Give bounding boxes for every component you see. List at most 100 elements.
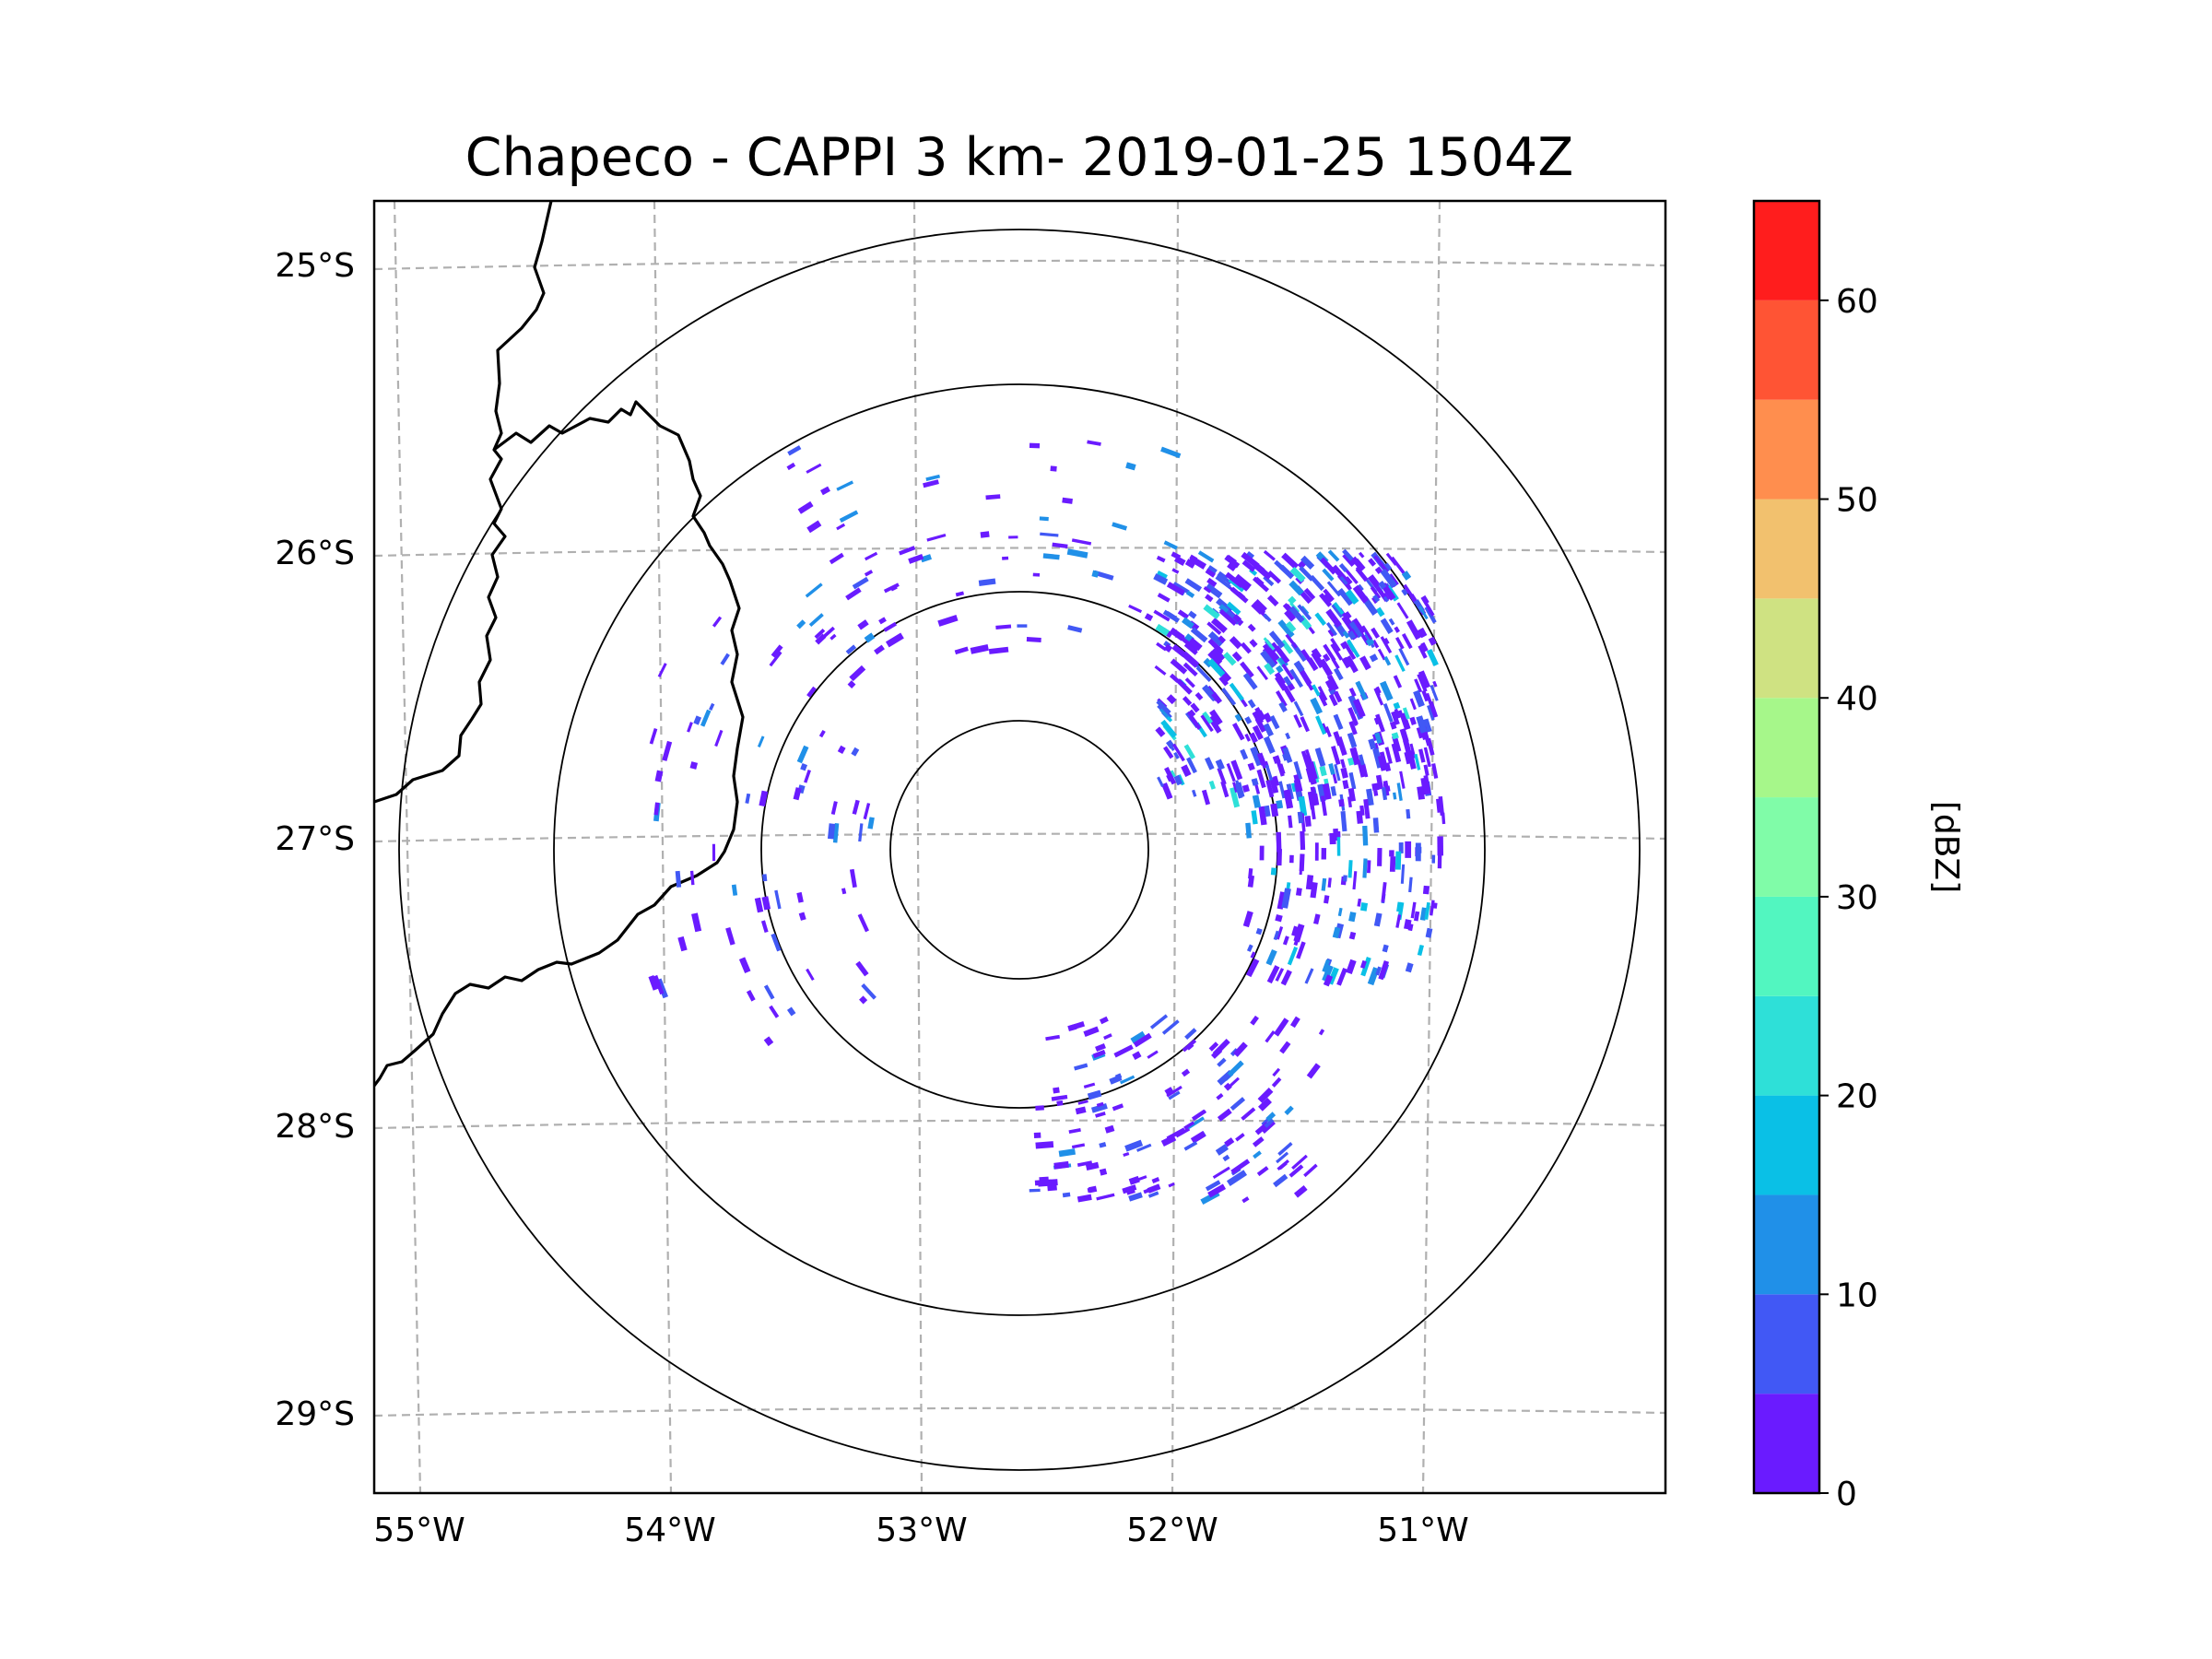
echo-cell	[1297, 604, 1312, 621]
echo-cell	[859, 995, 868, 1005]
echo-cell	[1071, 538, 1092, 546]
echo-cell	[1166, 610, 1177, 619]
echo-cell	[1008, 535, 1018, 539]
echo-cell	[1217, 1108, 1232, 1122]
echo-cell	[1181, 1068, 1191, 1077]
echo-cell	[1244, 733, 1252, 742]
echo-cell	[1175, 1127, 1191, 1138]
echo-cell	[1163, 746, 1174, 759]
echo-cell	[746, 990, 756, 1002]
echo-cell	[1183, 744, 1196, 759]
echo-cell	[1163, 643, 1173, 653]
colorbar-bin	[1754, 1194, 1819, 1295]
echo-cell	[1327, 877, 1332, 888]
echo-cell	[1402, 707, 1410, 720]
echo-cell	[1130, 1030, 1146, 1044]
echo-cell	[1077, 1160, 1093, 1167]
echo-cell	[1288, 854, 1294, 864]
gridline-lon-51	[1421, 201, 1441, 1493]
echo-cell	[1377, 755, 1387, 771]
echo-cell	[1296, 941, 1306, 959]
echo-cell	[818, 626, 835, 641]
border-paraguay-argentina	[374, 201, 553, 804]
echo-cell	[1208, 1041, 1219, 1052]
echo-cell	[1045, 1034, 1061, 1041]
echo-cell	[1424, 721, 1430, 728]
echo-cell	[1425, 692, 1434, 709]
echo-cell	[1326, 581, 1341, 597]
echo-cell	[1090, 1102, 1108, 1113]
echo-cell	[1284, 609, 1297, 622]
echo-cell	[1295, 888, 1302, 897]
echo-cell	[1176, 678, 1193, 695]
echo-cell	[709, 702, 715, 711]
echo-cell	[1391, 743, 1402, 763]
echo-cell	[1104, 1124, 1115, 1134]
echo-cell	[1263, 613, 1272, 623]
echo-cell	[1157, 776, 1164, 787]
echo-cell	[1017, 624, 1028, 628]
echo-cell	[1333, 731, 1343, 747]
gridline-lat-26	[374, 547, 1665, 558]
echo-cell	[1171, 551, 1182, 560]
echo-cell	[1221, 687, 1237, 706]
echo-cell	[1342, 780, 1349, 790]
echo-cell	[1200, 714, 1214, 733]
colorbar-bin	[1754, 300, 1819, 400]
echo-cell	[1265, 780, 1275, 798]
echo-cell	[1306, 657, 1319, 672]
echo-cell	[1368, 558, 1377, 567]
echo-cell	[954, 646, 969, 655]
echo-cell	[1357, 759, 1367, 778]
graticule	[374, 201, 1665, 1493]
echo-cell	[1289, 566, 1306, 582]
echo-cell	[769, 1005, 780, 1018]
echo-cell	[1157, 593, 1171, 603]
echo-cell	[1053, 1160, 1069, 1170]
echo-cell	[1203, 586, 1212, 594]
echo-cell	[1377, 648, 1386, 661]
echo-cell	[1052, 542, 1068, 548]
echo-cell	[1263, 723, 1274, 737]
echo-cell	[1256, 1166, 1269, 1177]
echo-cell	[1310, 697, 1324, 715]
echo-cell	[1368, 738, 1377, 750]
echo-cell	[1132, 1051, 1142, 1061]
echo-cell	[857, 913, 869, 933]
echo-cell	[1218, 635, 1227, 643]
echo-cell	[1428, 636, 1437, 646]
echo-cell	[885, 632, 904, 648]
colorbar-bin	[1754, 698, 1819, 798]
echo-cell	[759, 790, 769, 807]
echo-cell	[1168, 743, 1175, 752]
echo-cell	[1269, 715, 1280, 730]
echo-cell	[1347, 732, 1358, 748]
colorbar-bin	[1754, 797, 1819, 897]
echo-cell	[1252, 794, 1262, 808]
echo-cell	[1300, 750, 1312, 771]
echo-cell	[1373, 555, 1389, 573]
echo-cell	[1415, 842, 1421, 862]
echo-cell	[1327, 628, 1336, 638]
echo-cell	[857, 619, 869, 630]
echo-cell	[1245, 822, 1252, 839]
echo-cell	[1066, 548, 1088, 559]
echo-cell	[1325, 608, 1342, 629]
echo-cell	[1372, 594, 1381, 603]
colorbar-label: [dBZ]	[1927, 801, 1965, 893]
echo-cell	[1247, 762, 1255, 771]
echo-cell	[1226, 1170, 1248, 1186]
echo-cell	[1286, 783, 1294, 800]
echo-cell	[1273, 1173, 1288, 1188]
reflectivity-echoes	[648, 440, 1446, 1205]
echo-cell	[1195, 665, 1212, 682]
echo-cell	[1333, 713, 1344, 730]
echo-cell	[1317, 686, 1328, 701]
echo-cell	[1203, 604, 1220, 620]
echo-cell	[1313, 913, 1321, 925]
echo-cell	[1263, 735, 1276, 754]
echo-cell	[836, 523, 846, 531]
echo-cell	[1235, 783, 1243, 799]
echo-cell	[1393, 675, 1403, 688]
echo-cell	[1320, 795, 1327, 817]
